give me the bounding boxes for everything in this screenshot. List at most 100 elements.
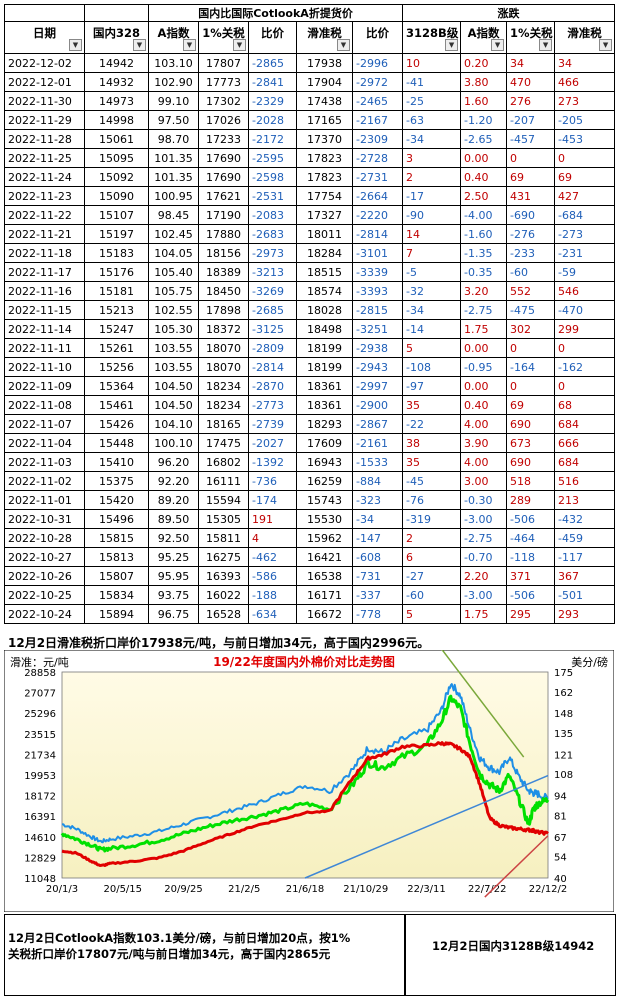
table-cell: 15183: [84, 243, 149, 263]
table-cell: -2814: [351, 224, 404, 244]
column-header[interactable]: A指数 ▼: [148, 21, 199, 54]
filter-dropdown-icon[interactable]: ▼: [445, 39, 459, 51]
table-cell: -4.00: [460, 205, 508, 225]
table-cell: -34: [402, 129, 462, 149]
table-cell: 34: [506, 53, 556, 73]
table-row: 2022-11-17 15176 105.40 18389 -3213 18515 -333…: [4, 262, 616, 282]
table-cell: 104.10: [148, 414, 199, 434]
x-tick-label: 21/6/18: [286, 884, 325, 895]
column-header[interactable]: 日期 ▼: [4, 21, 85, 54]
table-cell: 14: [402, 224, 462, 244]
table-cell: -118: [506, 547, 556, 567]
y-left-tick-label: 23515: [24, 730, 56, 741]
table-cell: -731: [351, 566, 404, 586]
table-cell: 518: [506, 471, 556, 491]
table-cell: 2022-11-22: [4, 205, 85, 225]
column-header[interactable]: 1%关税 ▼: [198, 21, 249, 54]
table-cell: 2022-11-07: [4, 414, 85, 434]
table-cell: 3.20: [460, 281, 508, 301]
table-cell: 17690: [198, 148, 249, 168]
table-cell: -690: [506, 205, 556, 225]
table-cell: -2900: [351, 395, 404, 415]
table-cell: 0: [506, 338, 556, 358]
x-tick-label: 20/1/3: [46, 884, 78, 895]
table-cell: 16943: [296, 452, 353, 472]
table-cell: 1.60: [460, 91, 508, 111]
column-header[interactable]: A指数 ▼: [460, 21, 508, 54]
filter-dropdown-icon[interactable]: ▼: [69, 39, 82, 51]
table-cell: 15834: [84, 585, 149, 605]
table-row: 2022-11-15 15213 102.55 17898 -2685 18028 -281…: [4, 300, 616, 320]
column-header[interactable]: 滑准税 ▼: [296, 21, 353, 54]
column-header-label: 国内328: [92, 26, 140, 40]
table-cell: 103.55: [148, 357, 199, 377]
filter-dropdown-icon[interactable]: ▼: [539, 39, 553, 51]
table-cell: -2938: [351, 338, 404, 358]
bottom-right-note: 12月2日国内3128B级14942: [432, 939, 595, 953]
group-header-change: 涨跌: [402, 4, 616, 22]
table-cell: 2022-11-24: [4, 167, 85, 187]
table-row: 2022-10-28 15815 92.50 15811 4 15962 -147 2 -2.7…: [4, 528, 616, 548]
column-header[interactable]: 1%关税 ▼: [506, 21, 556, 54]
table-row: 2022-11-14 15247 105.30 18372 -3125 18498 -325…: [4, 319, 616, 339]
table-cell: -2865: [248, 53, 297, 73]
y-left-tick-label: 11048: [24, 874, 56, 885]
table-cell: 15197: [84, 224, 149, 244]
table-row: 2022-11-28 15061 98.70 17233 -2172 17370 -2309…: [4, 129, 616, 149]
table-cell: 18574: [296, 281, 353, 301]
filter-dropdown-icon[interactable]: ▼: [491, 39, 505, 51]
table-cell: 15256: [84, 357, 149, 377]
table-cell: 17754: [296, 186, 353, 206]
y-left-tick-label: 12829: [24, 853, 56, 864]
table-cell: -2309: [351, 129, 404, 149]
table-cell: 0: [554, 376, 616, 396]
table-cell: 273: [554, 91, 616, 111]
table-cell: 15811: [198, 528, 249, 548]
table-cell: 15107: [84, 205, 149, 225]
x-tick-label: 20/5/15: [103, 884, 142, 895]
table-cell: 17370: [296, 129, 353, 149]
table-cell: 431: [506, 186, 556, 206]
table-cell: 105.30: [148, 319, 199, 339]
table-cell: -147: [351, 528, 404, 548]
column-header[interactable]: 比价: [351, 21, 404, 54]
filter-dropdown-icon[interactable]: ▼: [233, 39, 246, 51]
filter-dropdown-icon[interactable]: ▼: [183, 39, 196, 51]
table-cell: 10: [402, 53, 462, 73]
table-cell: -14: [402, 319, 462, 339]
table-row: 2022-12-02 14942 103.10 17807 -2865 17938 -299…: [4, 53, 616, 73]
table-cell: 104.05: [148, 243, 199, 263]
table-cell: 18070: [198, 338, 249, 358]
table-cell: 213: [554, 490, 616, 510]
table-cell: -1.20: [460, 110, 508, 130]
table-cell: 15420: [84, 490, 149, 510]
table-cell: 103.55: [148, 338, 199, 358]
price-table: 国内比国际CotlookA折提货价 涨跌 日期 ▼ 国内328 ▼ A指数 ▼ 1%关税 ▼ 比…: [4, 4, 616, 624]
series-line: [61, 683, 549, 844]
column-header-label: 滑准税: [567, 26, 602, 40]
table-cell: -2465: [351, 91, 404, 111]
column-header[interactable]: 比价: [248, 21, 297, 54]
column-header[interactable]: 3128B级 ▼: [402, 21, 462, 54]
table-cell: -59: [554, 262, 616, 282]
table-cell: 2022-11-16: [4, 281, 85, 301]
table-cell: 17898: [198, 300, 249, 320]
column-header[interactable]: 滑准税 ▼: [554, 21, 616, 54]
table-cell: 15894: [84, 604, 149, 624]
filter-dropdown-icon[interactable]: ▼: [599, 39, 613, 51]
column-header[interactable]: 国内328 ▼: [84, 21, 149, 54]
table-cell: 7: [402, 243, 462, 263]
y-right-tick-label: 81: [554, 811, 567, 822]
table-cell: -2595: [248, 148, 297, 168]
table-cell: 0.00: [460, 338, 508, 358]
table-cell: -634: [248, 604, 297, 624]
table-cell: -3339: [351, 262, 404, 282]
filter-dropdown-icon[interactable]: ▼: [133, 39, 146, 51]
table-cell: 15090: [84, 186, 149, 206]
table-cell: 18389: [198, 262, 249, 282]
filter-dropdown-icon[interactable]: ▼: [337, 39, 350, 51]
bottom-left-note: 12月2日CotlookA指数103.1美分/磅，与前日增加20点，按1%关税折…: [8, 931, 351, 961]
table-cell: 546: [554, 281, 616, 301]
table-cell: 2022-11-15: [4, 300, 85, 320]
table-cell: 35: [402, 395, 462, 415]
